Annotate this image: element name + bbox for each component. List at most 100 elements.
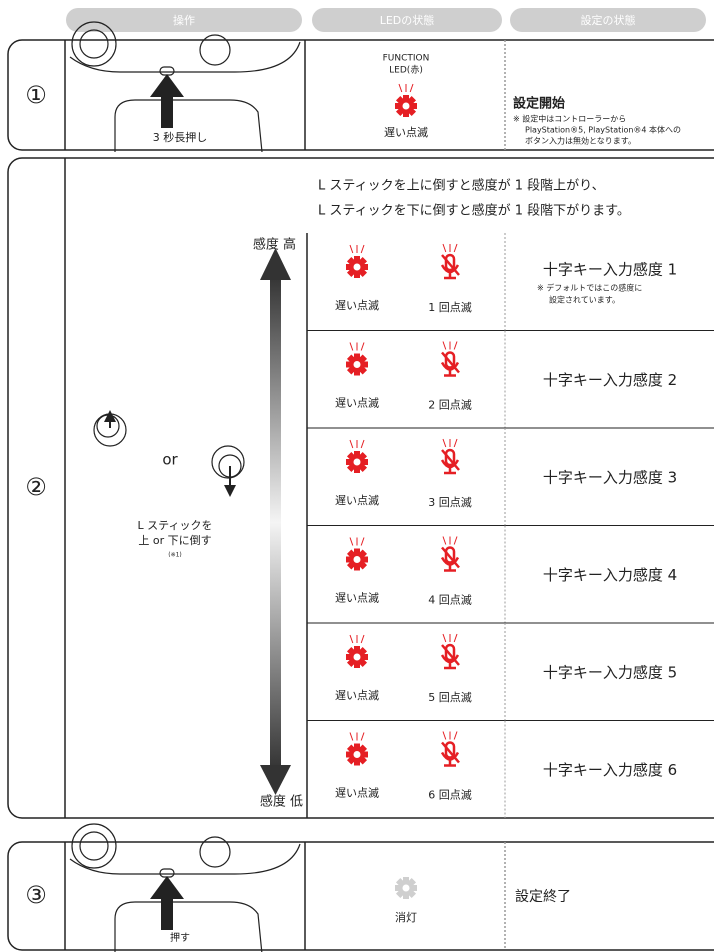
mic-icon xyxy=(440,243,460,280)
mic-stand xyxy=(440,361,460,377)
ray xyxy=(360,634,365,644)
or-label: or xyxy=(162,451,178,469)
mic-icon xyxy=(440,438,460,475)
led-state: 遅い点滅 xyxy=(335,689,379,702)
step-1: ① 3 秒長押し FUNCTION LED(赤) 遅い点滅 設定開始 ※ 設定中… xyxy=(25,21,681,153)
status: 十字キー入力感度 1 xyxy=(543,261,677,279)
led-state: 消灯 xyxy=(395,910,417,924)
step-number: ② xyxy=(25,473,47,501)
note: 設定されています。 xyxy=(549,295,620,305)
ray xyxy=(442,438,447,448)
led-state: 遅い点滅 xyxy=(384,126,428,139)
status: 設定開始 xyxy=(513,96,565,112)
intro: L スティックを下に倒すと感度が 1 段階下がります。 xyxy=(318,203,630,219)
ray xyxy=(360,342,365,351)
ray xyxy=(453,731,458,740)
action: L スティックを xyxy=(138,519,213,532)
gear-hole xyxy=(402,102,410,110)
ray xyxy=(453,341,458,350)
step-number: ① xyxy=(25,81,47,109)
mic-head xyxy=(444,643,456,662)
stick xyxy=(199,34,231,66)
gear-hole xyxy=(353,361,361,368)
ray xyxy=(453,536,458,545)
mic-stand xyxy=(440,459,460,475)
mic-slash xyxy=(441,741,460,764)
footnote: (※1) xyxy=(168,552,182,559)
led-label: FUNCTION xyxy=(383,54,430,64)
header-cell: 操作 xyxy=(173,13,195,27)
stick xyxy=(71,21,117,67)
ray xyxy=(349,342,354,351)
sensitivity-row: 遅い点滅 6 回点滅 十字キー入力感度 6 xyxy=(307,720,714,818)
mic-head xyxy=(444,253,456,272)
mic-icon xyxy=(440,341,460,377)
ray xyxy=(360,732,365,741)
arrow xyxy=(161,892,173,930)
arrow xyxy=(150,74,184,97)
status: 十字キー入力感度 6 xyxy=(543,761,677,779)
mic-icon xyxy=(440,536,460,572)
controller xyxy=(69,843,301,952)
ray xyxy=(360,537,365,546)
note: ※ デフォルトではこの感度に xyxy=(537,283,642,293)
ray xyxy=(442,243,447,253)
stick xyxy=(199,836,231,868)
header-cell: 設定の状態 xyxy=(581,13,636,27)
mic-slash xyxy=(441,351,460,374)
stick xyxy=(79,29,109,59)
step-2: ② L スティックを上に倒すと感度が 1 段階上がり、 L スティックを下に倒す… xyxy=(25,178,714,818)
ray xyxy=(409,83,414,93)
mic-state: 4 回点滅 xyxy=(428,594,472,607)
header: 操作 LEDの状態 設定の状態 xyxy=(66,8,706,32)
gear-icon xyxy=(346,732,368,766)
ray xyxy=(453,633,458,643)
action: 上 or 下に倒す xyxy=(138,534,211,547)
status: 十字キー入力感度 2 xyxy=(543,371,677,389)
ray xyxy=(442,633,447,643)
led-state: 遅い点滅 xyxy=(335,494,379,507)
gear-icon xyxy=(346,244,368,278)
mic-head xyxy=(444,741,456,759)
mic-head xyxy=(444,351,456,369)
ray xyxy=(360,244,365,254)
ray xyxy=(349,732,354,741)
sensitivity-row: 遅い点滅 1 回点滅 十字キー入力感度 1 ※ デフォルトではこの感度に設定されていま… xyxy=(335,233,677,331)
gear-icon xyxy=(346,439,368,473)
gear-hole xyxy=(402,884,410,892)
ray xyxy=(398,83,403,93)
ray xyxy=(442,731,447,740)
sensitivity-row: 遅い点滅 3 回点滅 十字キー入力感度 3 xyxy=(307,427,714,526)
mic-state: 3 回点滅 xyxy=(428,496,472,509)
led-label: LED(赤) xyxy=(389,65,423,76)
step-3: ③ 押す 消灯 設定終了 xyxy=(25,823,571,952)
mic-state: 1 回点滅 xyxy=(428,301,472,314)
status: 十字キー入力感度 3 xyxy=(543,469,677,487)
intro: L スティックを上に倒すと感度が 1 段階上がり、 xyxy=(318,178,605,194)
ray xyxy=(453,243,458,253)
gear-hole xyxy=(353,653,361,661)
ray xyxy=(349,634,354,644)
mic-stand xyxy=(440,264,460,280)
gear-hole xyxy=(353,751,361,758)
mic-slash xyxy=(441,449,460,471)
ray xyxy=(453,438,458,448)
sensitivity-row: 遅い点滅 2 回点滅 十字キー入力感度 2 xyxy=(307,330,714,428)
mic-slash xyxy=(441,254,460,276)
note: ボタン入力は無効となります。 xyxy=(525,136,636,146)
note: ※ 設定中はコントローラーから xyxy=(513,114,626,124)
status: 設定終了 xyxy=(515,889,571,905)
gear-hole xyxy=(353,458,361,466)
ray xyxy=(442,536,447,545)
header-cell: LEDの状態 xyxy=(380,13,435,27)
button xyxy=(159,868,175,878)
stick xyxy=(71,823,117,869)
gear-hole xyxy=(353,556,361,563)
mic-stand xyxy=(440,751,460,767)
led-state: 遅い点滅 xyxy=(335,299,379,312)
mic-head xyxy=(444,546,456,564)
mic-state: 6 回点滅 xyxy=(428,789,472,802)
ray xyxy=(349,537,354,546)
ray xyxy=(442,341,447,350)
